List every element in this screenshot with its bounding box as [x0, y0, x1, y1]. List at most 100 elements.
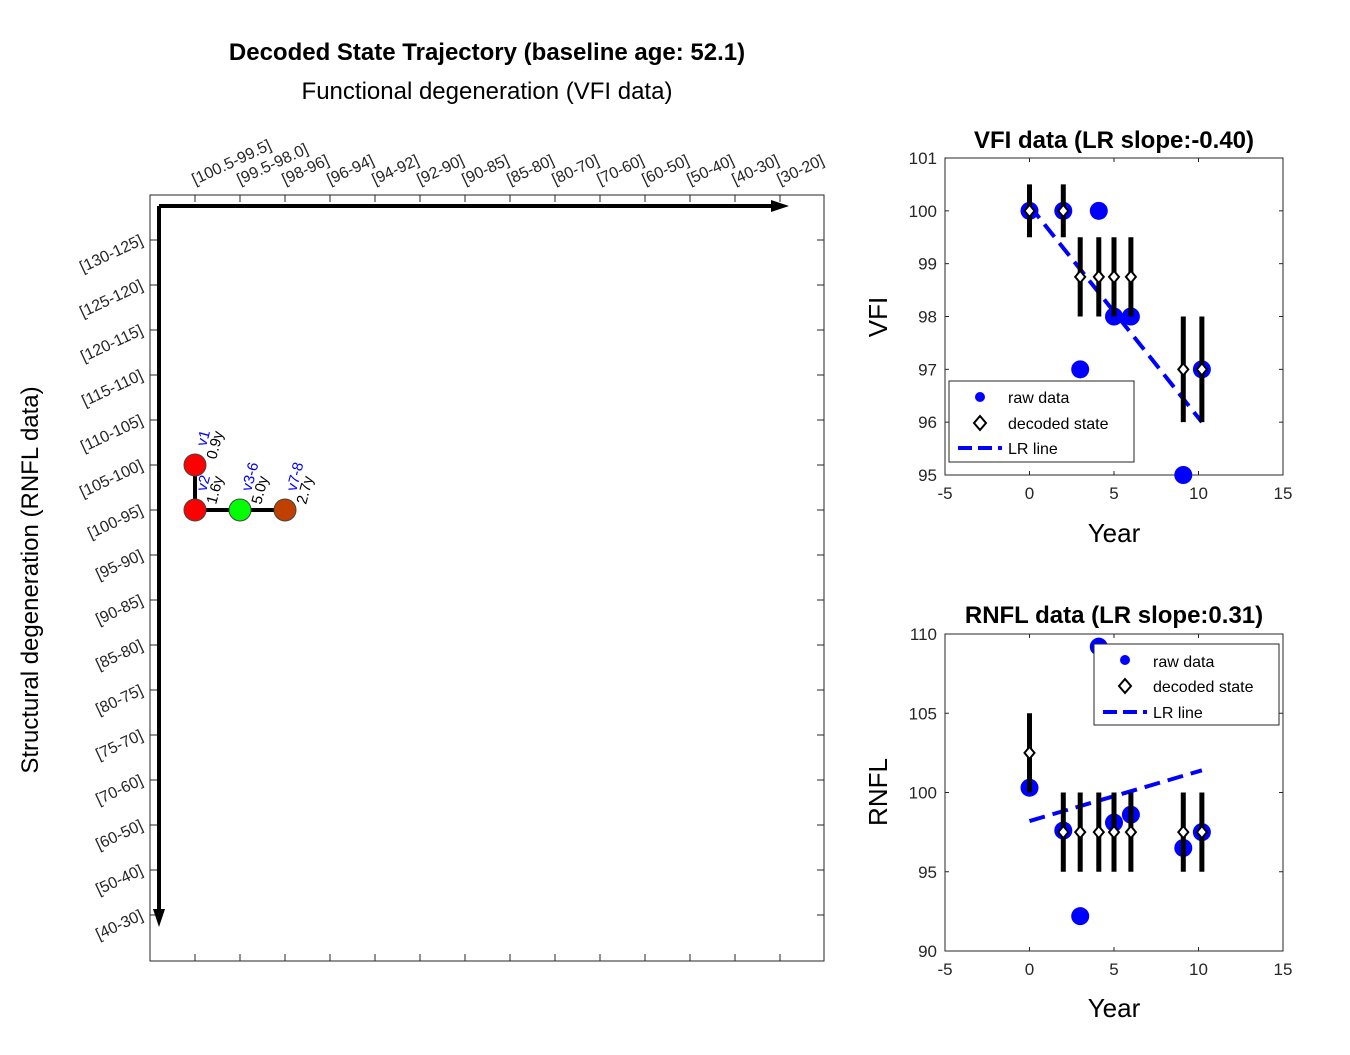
traj-y-tick-label: [75-70] [93, 727, 145, 763]
trajectory-states: v10.9y v21.6y v3-65.0y v7-82.7y [183, 428, 317, 522]
trajectory-x-ticks: [100.5-99.5][99.5-98.0][98-96][96-94][94… [190, 137, 827, 961]
vfi-y-tick-label: 97 [918, 360, 937, 379]
traj-y-tick-label: [130-125] [77, 232, 145, 276]
traj-y-tick-label: [60-50] [93, 817, 145, 853]
traj-y-tick-label: [110-105] [78, 412, 145, 455]
traj-x-tick-label: [70-60] [595, 152, 647, 188]
state-visit-label: v7-8 [283, 460, 307, 493]
rnfl-decoded-marker [1176, 824, 1190, 840]
vfi-decoded-marker [1195, 361, 1209, 377]
traj-y-tick-label: [50-40] [93, 862, 145, 898]
rnfl-x-tick-label: 5 [1109, 960, 1118, 979]
vfi-panel: VFI data (LR slope:-0.40) Year VFI -5 0 5 1… [863, 127, 1292, 548]
rnfl-ylabel: RNFL [863, 758, 893, 826]
traj-y-tick-label: [90-85] [93, 592, 145, 628]
traj-y-tick-label: [100-95] [85, 502, 145, 542]
traj-x-tick-label: [30-20] [775, 152, 827, 188]
state-marker [228, 498, 252, 522]
state-visit-label: v2 [193, 473, 214, 493]
rnfl-y-tick-label: 105 [909, 704, 937, 723]
rnfl-x-tick-label: 15 [1274, 960, 1293, 979]
rnfl-legend-raw-label: raw data [1153, 654, 1214, 671]
vfi-raw-point [1174, 466, 1193, 484]
traj-x-tick-label: [50-40] [685, 152, 737, 188]
rnfl-xlabel: Year [1088, 993, 1141, 1023]
vfi-legend-decoded-label: decoded state [1008, 416, 1109, 433]
traj-x-tick-label: [96-94] [325, 152, 377, 188]
vfi-decoded-marker [1056, 203, 1070, 219]
trajectory-y-ticks: [130-125][125-120][120-115][115-110][110… [77, 232, 824, 944]
vfi-decoded-marker [1073, 269, 1087, 285]
vfi-x-tick-label: 5 [1109, 484, 1118, 503]
vfi-raw-point [1071, 360, 1090, 379]
rnfl-y-tick-label: 110 [910, 625, 937, 644]
vfi-x-tick-label: -5 [937, 484, 952, 503]
state-duration-label: 0.9y [203, 429, 227, 461]
state-visit-label: v3-6 [238, 460, 262, 493]
traj-x-tick-label: [60-50] [640, 152, 692, 188]
vfi-xlabel: Year [1088, 518, 1141, 548]
rnfl-decoded-marker [1023, 745, 1036, 761]
vfi-legend-raw-marker [975, 392, 985, 402]
vfi-y-tick-label: 101 [909, 149, 937, 168]
rnfl-legend-decoded-marker [1117, 677, 1133, 695]
vfi-y-tick-label: 99 [918, 255, 937, 274]
rnfl-legend-raw-marker [1120, 655, 1130, 665]
vfi-legend-raw-label: raw data [1008, 390, 1069, 407]
traj-y-tick-label: [105-100] [77, 457, 145, 501]
rnfl-x-tick-label: 10 [1189, 960, 1208, 979]
rnfl-y-tick-label: 90 [918, 942, 937, 961]
trajectory-subtitle: Functional degeneration (VFI data) [302, 78, 673, 105]
vfi-legend-decoded-marker [972, 414, 988, 432]
functional-arrow-head [771, 200, 789, 212]
rnfl-decoded-marker [1124, 824, 1138, 840]
traj-y-tick-label: [80-75] [93, 682, 145, 718]
vfi-x-tick-label: 15 [1274, 484, 1293, 503]
rnfl-legend-decoded-label: decoded state [1153, 679, 1254, 696]
vfi-x-tick-label: 0 [1025, 484, 1034, 503]
vfi-raw-point [1089, 201, 1108, 220]
vfi-legend: raw data decoded state LR line [948, 380, 1135, 463]
rnfl-legend-lr-label: LR line [1153, 705, 1203, 722]
traj-x-tick-label: [92-90] [415, 152, 467, 188]
state-marker [183, 498, 207, 522]
rnfl-decoded-marker [1107, 824, 1121, 840]
rnfl-decoded-marker [1092, 824, 1106, 840]
structural-arrow-head [153, 909, 165, 927]
rnfl-x-tick-label: -5 [937, 960, 952, 979]
rnfl-y-tick-label: 100 [909, 784, 937, 803]
rnfl-ticks: -5 0 5 10 15 90 95 100 105 110 [909, 625, 1293, 979]
rnfl-decoded-marker [1056, 824, 1070, 840]
vfi-decoded-marker [1176, 361, 1190, 377]
traj-x-tick-label: [80-70] [550, 152, 602, 188]
vfi-title: VFI data (LR slope:-0.40) [974, 127, 1254, 154]
traj-y-tick-label: [85-80] [93, 637, 145, 673]
traj-y-tick-label: [40-30] [93, 907, 145, 943]
traj-x-tick-label: [85-80] [505, 152, 557, 188]
vfi-decoded-marker [1124, 269, 1138, 285]
trajectory-plot-frame [149, 194, 825, 962]
state-visit-label: v1 [193, 428, 214, 448]
rnfl-lr-line [1028, 768, 1203, 823]
state-marker [183, 453, 207, 477]
vfi-legend-lr-label: LR line [1008, 441, 1058, 458]
vfi-decoded-marker [1023, 203, 1036, 219]
rnfl-decoded-marker [1073, 824, 1087, 840]
traj-y-tick-label: [95-90] [93, 547, 145, 583]
vfi-decoded-marker [1092, 269, 1106, 285]
traj-y-tick-label: [120-115] [78, 322, 145, 365]
state-marker [273, 498, 297, 522]
vfi-x-tick-label: 10 [1189, 484, 1208, 503]
vfi-ylabel: VFI [863, 297, 893, 337]
vfi-ticks: -5 0 5 10 15 95 96 97 98 99 100 101 [909, 149, 1293, 503]
traj-x-tick-label: [40-30] [730, 152, 782, 188]
traj-y-tick-label: [115-110] [79, 367, 145, 410]
trajectory-panel: Decoded State Trajectory (baseline age: … [17, 39, 827, 962]
state-duration-label: 5.0y [248, 474, 272, 506]
vfi-y-tick-label: 96 [918, 413, 937, 432]
rnfl-raw-point [1071, 907, 1090, 926]
vfi-marks [1020, 184, 1211, 484]
rnfl-x-tick-label: 0 [1025, 960, 1034, 979]
rnfl-panel: RNFL data (LR slope:0.31) Year RNFL -5 0 5… [863, 602, 1292, 1023]
